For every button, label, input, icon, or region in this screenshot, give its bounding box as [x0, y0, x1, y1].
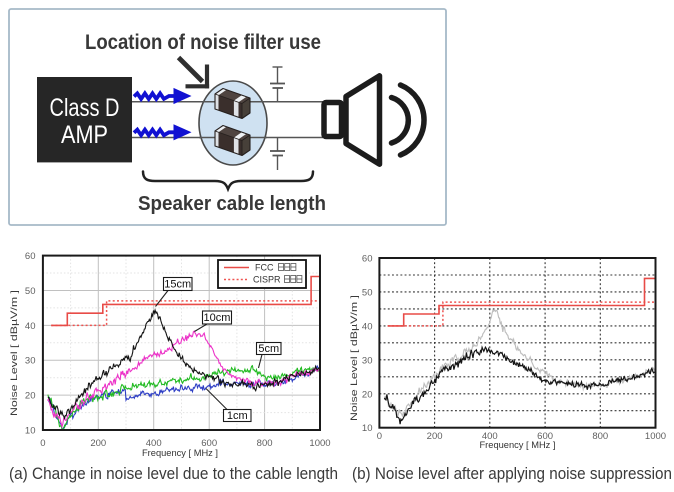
- svg-text:30: 30: [362, 355, 373, 366]
- svg-text:60: 60: [362, 254, 373, 265]
- svg-text:0: 0: [40, 438, 45, 449]
- svg-text:600: 600: [201, 438, 217, 449]
- svg-text:20: 20: [25, 391, 36, 402]
- svg-text:400: 400: [146, 438, 162, 449]
- svg-text:50: 50: [362, 287, 373, 298]
- svg-text:50: 50: [25, 286, 36, 297]
- svg-text:30: 30: [25, 356, 36, 367]
- svg-text:Frequency [ MHz ]: Frequency [ MHz ]: [142, 448, 218, 459]
- svg-text:40: 40: [362, 321, 373, 332]
- svg-text:1cm: 1cm: [227, 410, 248, 422]
- svg-text:Class D: Class D: [50, 94, 120, 122]
- svg-text:40: 40: [25, 321, 36, 332]
- svg-text:Noise Level [ dBµV/m ]: Noise Level [ dBµV/m ]: [9, 290, 20, 416]
- svg-text:200: 200: [90, 438, 106, 449]
- svg-text:(a) Change in noise level due: (a) Change in noise level due to the cab…: [9, 465, 338, 483]
- svg-text:(b) Noise level after applying: (b) Noise level after applying noise sup…: [352, 465, 672, 483]
- svg-text:60: 60: [25, 251, 36, 262]
- svg-text:0: 0: [377, 431, 382, 442]
- svg-text:Noise Level [ dBµV/m ]: Noise Level [ dBµV/m ]: [349, 295, 360, 421]
- svg-text:20: 20: [362, 389, 373, 400]
- svg-text:10: 10: [362, 423, 373, 434]
- svg-text:CISPR: CISPR: [253, 275, 281, 285]
- svg-text:600: 600: [537, 431, 553, 442]
- svg-text:10: 10: [25, 426, 36, 437]
- svg-text:Location of noise filter use: Location of noise filter use: [85, 31, 321, 54]
- svg-text:15cm: 15cm: [164, 279, 191, 291]
- svg-text:400: 400: [482, 431, 498, 442]
- svg-text:800: 800: [592, 431, 608, 442]
- svg-text:10cm: 10cm: [204, 312, 231, 324]
- svg-text:1000: 1000: [309, 438, 330, 449]
- svg-text:1000: 1000: [645, 431, 666, 442]
- svg-text:5cm: 5cm: [258, 343, 279, 355]
- svg-text:200: 200: [427, 431, 443, 442]
- svg-text:Frequency [ MHz ]: Frequency [ MHz ]: [480, 440, 556, 451]
- svg-text:Speaker cable length: Speaker cable length: [138, 193, 326, 215]
- svg-text:FCC: FCC: [255, 263, 274, 273]
- svg-text:800: 800: [257, 438, 273, 449]
- svg-text:AMP: AMP: [61, 121, 108, 149]
